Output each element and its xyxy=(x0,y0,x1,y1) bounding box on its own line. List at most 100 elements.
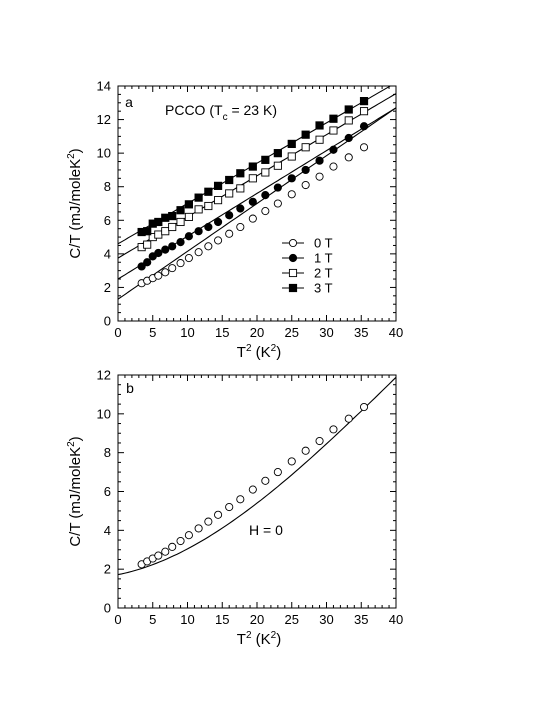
data-point xyxy=(154,551,163,560)
x-tick-label: 5 xyxy=(149,612,156,627)
y-axis-label: C/T (mJ/moleK2) xyxy=(66,436,84,546)
data-point xyxy=(329,145,338,154)
legend-label: 0 T xyxy=(314,236,333,251)
data-point xyxy=(344,153,353,162)
y-tick-label: 4 xyxy=(104,523,111,538)
data-point xyxy=(359,143,369,152)
x-tick-label: 25 xyxy=(285,325,299,340)
data-point xyxy=(137,262,146,271)
data-point xyxy=(204,187,213,196)
data-point xyxy=(344,116,353,125)
data-point xyxy=(213,217,223,227)
data-point xyxy=(225,175,234,185)
x-tick-label: 35 xyxy=(354,325,368,340)
data-point xyxy=(176,238,185,247)
data-point xyxy=(261,207,270,216)
data-point xyxy=(329,425,338,434)
x-tick-label: 10 xyxy=(180,612,194,627)
x-tick-label: 5 xyxy=(149,325,156,340)
x-tick-label: 30 xyxy=(319,612,333,627)
data-point xyxy=(261,476,270,485)
data-point xyxy=(161,213,170,222)
data-point xyxy=(248,197,257,206)
data-point xyxy=(236,495,245,504)
y-tick-label: 2 xyxy=(104,280,111,295)
panel-letter: b xyxy=(126,380,134,396)
data-point xyxy=(359,122,369,131)
x-tick-label: 15 xyxy=(215,325,229,340)
data-point xyxy=(288,253,298,263)
data-point xyxy=(273,161,282,170)
x-tick-label: 25 xyxy=(285,612,299,627)
data-point xyxy=(225,229,234,238)
data-point xyxy=(236,204,245,213)
data-point xyxy=(176,206,185,215)
data-point xyxy=(236,184,245,193)
series-0 xyxy=(118,376,396,576)
y-tick-label: 2 xyxy=(104,562,111,577)
data-point xyxy=(248,174,257,183)
plot-frame xyxy=(117,374,397,609)
data-point xyxy=(154,271,163,280)
data-point xyxy=(344,105,353,114)
data-point xyxy=(214,510,223,519)
data-point xyxy=(359,402,369,412)
data-point xyxy=(359,97,369,106)
legend-label: 3 T xyxy=(314,281,333,296)
data-point xyxy=(236,222,245,232)
data-point xyxy=(168,242,177,251)
data-point xyxy=(194,205,203,214)
data-point xyxy=(204,222,213,232)
data-point xyxy=(288,283,298,293)
data-point xyxy=(287,190,296,199)
data-point xyxy=(225,211,234,220)
x-tick-label: 15 xyxy=(215,612,229,627)
data-point xyxy=(168,222,177,232)
data-point xyxy=(315,172,324,181)
y-tick-label: 12 xyxy=(97,368,111,383)
data-point xyxy=(143,258,152,267)
x-tick-label: 20 xyxy=(250,612,264,627)
data-point xyxy=(176,217,185,227)
data-point xyxy=(329,126,338,135)
data-point xyxy=(301,446,310,455)
x-tick-label: 35 xyxy=(354,612,368,627)
data-point xyxy=(213,181,223,190)
data-point xyxy=(194,227,203,236)
panel-b-chart: 0 5 10 15 20 25 30 35 40 0 2 4 6 8 10 12 T2 (K2) C/T (mJ/… xyxy=(66,368,403,649)
data-point xyxy=(168,264,177,273)
data-point xyxy=(236,169,245,178)
data-point xyxy=(184,232,193,241)
legend-label: 2 T xyxy=(314,266,333,281)
data-point xyxy=(287,174,296,183)
data-point xyxy=(204,517,213,526)
fit-line xyxy=(118,376,396,576)
series-2 xyxy=(118,93,396,259)
x-tick-label: 0 xyxy=(114,325,121,340)
series-0 xyxy=(118,107,396,300)
y-tick-label: 6 xyxy=(104,213,111,228)
data-point xyxy=(194,524,203,533)
fit-line xyxy=(118,107,396,300)
data-point xyxy=(344,414,353,423)
data-point xyxy=(194,193,203,202)
y-tick-label: 6 xyxy=(104,484,111,499)
panel-a-chart: 0 5 10 15 20 25 30 35 40 0 2 4 6 8 10 12 14 T2 (K2) C/T (m… xyxy=(66,79,403,362)
data-point xyxy=(161,268,170,277)
y-tick-label: 14 xyxy=(97,79,111,94)
data-point xyxy=(154,230,163,239)
x-tick-label: 30 xyxy=(319,325,333,340)
data-point xyxy=(261,191,270,200)
data-point xyxy=(273,199,282,208)
data-point xyxy=(225,189,234,198)
data-point xyxy=(176,536,185,546)
data-point xyxy=(273,468,282,477)
data-point xyxy=(154,248,163,258)
series-1 xyxy=(118,107,396,280)
data-point xyxy=(184,531,193,540)
data-point xyxy=(261,155,270,164)
data-point xyxy=(161,227,170,236)
data-point xyxy=(315,121,324,130)
legend-label: 1 T xyxy=(314,251,333,266)
y-tick-label: 0 xyxy=(104,601,111,616)
